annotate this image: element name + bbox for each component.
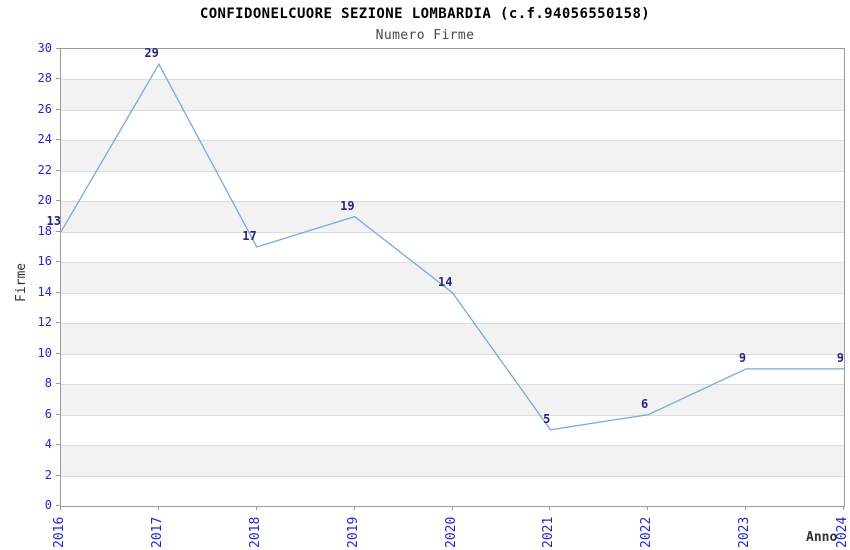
y-tick-label: 24 — [37, 132, 52, 147]
y-tick-label: 30 — [37, 41, 52, 55]
y-tick-label: 2 — [44, 467, 52, 482]
data-point-label: 29 — [144, 46, 159, 61]
gridline-horizontal — [61, 475, 844, 477]
gridline-horizontal — [61, 414, 844, 416]
line-series-svg — [60, 62, 844, 431]
y-tick-mark — [56, 291, 60, 293]
gridline-horizontal — [61, 445, 844, 447]
y-tick-label: 16 — [37, 254, 52, 269]
y-tick-mark — [56, 139, 60, 141]
gridline-horizontal — [61, 231, 844, 233]
chart-title: CONFIDONELCUORE SEZIONE LOMBARDIA (c.f.9… — [199, 6, 651, 22]
data-point-label: 17 — [242, 229, 257, 244]
y-tick-mark — [56, 383, 60, 385]
background-band — [61, 140, 844, 171]
y-tick-label: 4 — [44, 437, 52, 452]
y-tick-mark — [56, 413, 60, 415]
data-point-label: 13 — [46, 213, 61, 228]
data-point-label: 5 — [543, 411, 551, 426]
y-tick-mark — [56, 169, 60, 171]
gridline-horizontal — [61, 140, 844, 142]
y-tick-label: 8 — [44, 376, 52, 391]
y-tick-mark — [56, 48, 60, 49]
background-band — [61, 384, 844, 415]
y-tick-mark — [56, 352, 60, 354]
y-tick-mark — [56, 108, 60, 110]
x-tick-mark — [60, 506, 61, 510]
gridline-horizontal — [61, 170, 844, 172]
x-tick-mark — [451, 506, 453, 510]
data-point-label: 6 — [641, 396, 649, 411]
y-tick-mark — [56, 200, 60, 202]
x-tick-label: 2020 — [443, 516, 459, 548]
x-tick-label: 2018 — [247, 516, 263, 548]
y-tick-mark — [56, 261, 60, 263]
y-tick-label: 10 — [37, 345, 52, 360]
gridline-horizontal — [61, 109, 844, 111]
x-tick-mark — [255, 506, 257, 510]
plot-area — [60, 48, 845, 507]
y-tick-label: 22 — [37, 162, 52, 177]
x-tick-label: 2019 — [345, 516, 361, 548]
chart-subtitle: Numero Firme — [375, 28, 475, 43]
y-tick-label: 26 — [37, 101, 52, 116]
x-tick-mark — [843, 506, 844, 510]
gridline-horizontal — [61, 384, 844, 386]
data-point-label: 9 — [836, 350, 844, 365]
x-tick-label: 2017 — [149, 516, 165, 548]
x-tick-mark — [647, 506, 649, 510]
background-band — [61, 79, 844, 110]
y-tick-label: 0 — [44, 498, 52, 512]
data-point-label: 19 — [340, 198, 355, 213]
y-tick-label: 6 — [44, 406, 52, 421]
x-tick-label: 2023 — [737, 516, 753, 548]
gridline-horizontal — [61, 323, 844, 325]
background-band — [61, 323, 844, 354]
background-band — [61, 201, 844, 232]
line-series — [60, 62, 844, 431]
x-tick-mark — [353, 506, 355, 510]
x-tick-mark — [745, 506, 747, 510]
y-tick-mark — [56, 230, 60, 232]
gridline-horizontal — [61, 262, 844, 264]
y-tick-label: 20 — [37, 193, 52, 208]
x-tick-label: 2022 — [639, 516, 655, 548]
x-tick-mark — [157, 506, 159, 510]
y-tick-mark — [56, 505, 60, 506]
y-tick-mark — [56, 78, 60, 80]
background-band — [61, 262, 844, 293]
x-axis-title: Anno — [806, 530, 838, 545]
x-tick-label: 2024 — [835, 516, 850, 548]
gridline-horizontal — [61, 79, 844, 81]
data-point-label: 9 — [738, 350, 747, 365]
data-point-label: 14 — [438, 274, 453, 289]
y-tick-label: 18 — [37, 223, 52, 238]
y-tick-mark — [56, 444, 60, 446]
gridline-horizontal — [61, 201, 844, 203]
x-tick-mark — [549, 506, 551, 510]
y-tick-mark — [56, 474, 60, 476]
x-tick-label: 2021 — [541, 516, 557, 548]
x-tick-label: 2016 — [52, 516, 67, 548]
gridline-horizontal — [61, 353, 844, 355]
y-tick-label: 28 — [37, 71, 52, 86]
y-tick-mark — [56, 322, 60, 324]
y-tick-label: 14 — [37, 284, 52, 299]
y-tick-label: 12 — [37, 315, 52, 330]
background-band — [61, 445, 844, 476]
